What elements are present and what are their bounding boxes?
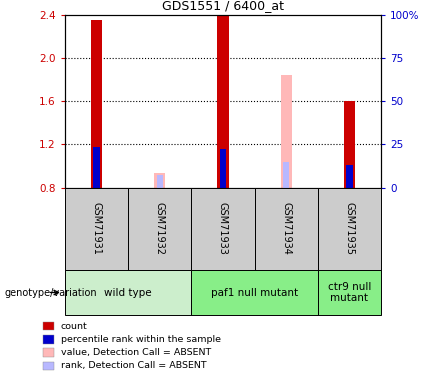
Bar [318,270,381,315]
Bar [346,165,352,188]
Bar [281,75,292,188]
Text: ctr9 null
mutant: ctr9 null mutant [328,282,371,303]
Bar [154,174,165,188]
Bar [157,175,163,188]
Text: wild type: wild type [104,288,152,297]
Text: GSM71933: GSM71933 [218,202,228,255]
Text: GSM71931: GSM71931 [91,202,102,255]
Text: GSM71932: GSM71932 [155,202,165,255]
Bar [94,147,100,188]
Bar [344,101,355,188]
Text: GSM71934: GSM71934 [281,202,291,255]
Bar [318,188,381,270]
Text: GSM71935: GSM71935 [344,202,355,255]
Bar [128,188,191,270]
Bar [220,149,226,188]
Title: GDS1551 / 6400_at: GDS1551 / 6400_at [162,0,284,12]
Text: rank, Detection Call = ABSENT: rank, Detection Call = ABSENT [61,361,206,370]
Bar [217,16,229,188]
Bar [255,188,318,270]
Bar [91,20,102,188]
Bar [65,270,191,315]
Text: genotype/variation: genotype/variation [4,288,97,297]
Text: count: count [61,322,87,331]
Bar [65,188,128,270]
Text: value, Detection Call = ABSENT: value, Detection Call = ABSENT [61,348,211,357]
Bar [191,270,318,315]
Text: paf1 null mutant: paf1 null mutant [211,288,298,297]
Text: percentile rank within the sample: percentile rank within the sample [61,335,221,344]
Bar [283,162,289,188]
Bar [191,188,255,270]
